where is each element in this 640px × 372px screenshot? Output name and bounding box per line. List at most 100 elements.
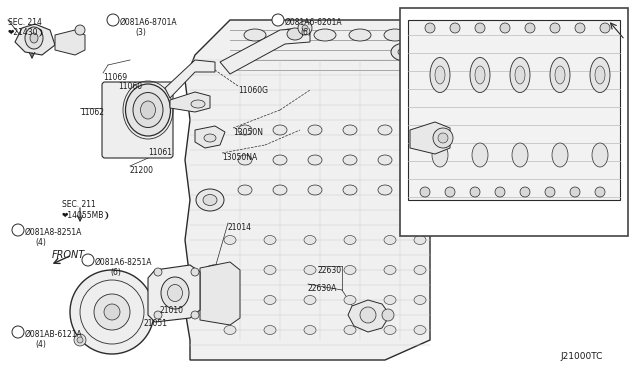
Text: ❤14055MB❩: ❤14055MB❩ [62,210,111,219]
Text: B: B [276,20,280,26]
Circle shape [438,133,448,143]
Ellipse shape [204,134,216,142]
Ellipse shape [273,155,287,165]
Ellipse shape [435,66,445,84]
Ellipse shape [224,326,236,334]
Polygon shape [200,262,240,325]
Circle shape [525,23,535,33]
Circle shape [75,25,85,35]
Text: FRONT: FRONT [52,250,85,260]
Ellipse shape [161,277,189,309]
Text: Ø081A6-8251A: Ø081A6-8251A [95,258,152,267]
Ellipse shape [244,29,266,41]
Circle shape [600,23,610,33]
Circle shape [470,187,480,197]
Ellipse shape [344,235,356,244]
Text: 22630+A: 22630+A [415,213,451,222]
Circle shape [82,254,94,266]
Polygon shape [185,20,430,360]
Ellipse shape [304,326,316,334]
Ellipse shape [344,266,356,275]
Text: J21000TC: J21000TC [560,352,602,361]
Text: 21051: 21051 [143,319,167,328]
Ellipse shape [205,278,225,302]
Ellipse shape [414,235,426,244]
Text: (4): (4) [35,340,46,349]
Circle shape [382,309,394,321]
Ellipse shape [308,185,322,195]
Circle shape [107,14,119,26]
Circle shape [154,268,162,276]
Ellipse shape [344,295,356,305]
Text: B: B [16,333,20,337]
Ellipse shape [273,125,287,135]
Text: Ø081A8-8251A: Ø081A8-8251A [25,228,83,237]
Ellipse shape [304,235,316,244]
Circle shape [74,334,86,346]
Ellipse shape [378,125,392,135]
Ellipse shape [555,66,565,84]
Ellipse shape [224,266,236,275]
Polygon shape [410,122,450,154]
Ellipse shape [391,43,419,61]
Ellipse shape [264,235,276,244]
Circle shape [298,21,312,35]
Text: 11069: 11069 [103,73,127,82]
Circle shape [191,311,199,319]
Ellipse shape [510,58,530,93]
Text: 21010: 21010 [160,306,184,315]
Ellipse shape [432,143,448,167]
Text: 21014: 21014 [228,223,252,232]
Circle shape [191,268,199,276]
Ellipse shape [195,265,235,315]
Ellipse shape [378,155,392,165]
Ellipse shape [512,143,528,167]
Ellipse shape [30,33,38,43]
Circle shape [570,187,580,197]
Ellipse shape [264,266,276,275]
Circle shape [495,187,505,197]
Polygon shape [195,126,225,148]
Ellipse shape [141,101,156,119]
Circle shape [425,23,435,33]
Text: 22630: 22630 [318,266,342,275]
Circle shape [595,187,605,197]
Ellipse shape [349,29,371,41]
Ellipse shape [191,100,205,108]
Ellipse shape [133,93,163,128]
Ellipse shape [408,125,422,135]
Circle shape [500,23,510,33]
Circle shape [272,14,284,26]
Ellipse shape [384,295,396,305]
Circle shape [575,23,585,33]
Ellipse shape [264,295,276,305]
Text: 11060G: 11060G [238,86,268,95]
Polygon shape [148,265,200,322]
Circle shape [545,187,555,197]
Text: SEC. 211: SEC. 211 [62,200,96,209]
Ellipse shape [592,143,608,167]
Ellipse shape [168,285,182,301]
Ellipse shape [470,58,490,93]
Text: 11060: 11060 [118,82,142,91]
Circle shape [94,294,130,330]
Text: Ø081AB-6121A: Ø081AB-6121A [25,330,83,339]
Circle shape [360,307,376,323]
Ellipse shape [414,295,426,305]
Text: SEC. 214: SEC. 214 [8,18,42,27]
Circle shape [12,224,24,236]
Text: 11061: 11061 [148,148,172,157]
Ellipse shape [378,185,392,195]
Text: B: B [16,231,20,235]
Ellipse shape [343,155,357,165]
Ellipse shape [408,185,422,195]
Polygon shape [55,30,85,55]
Ellipse shape [238,185,252,195]
Text: FRONT: FRONT [455,38,484,47]
Ellipse shape [25,27,43,49]
Ellipse shape [384,266,396,275]
Ellipse shape [414,326,426,334]
Polygon shape [165,60,215,98]
Polygon shape [348,300,390,332]
Text: 22630A: 22630A [308,284,337,293]
